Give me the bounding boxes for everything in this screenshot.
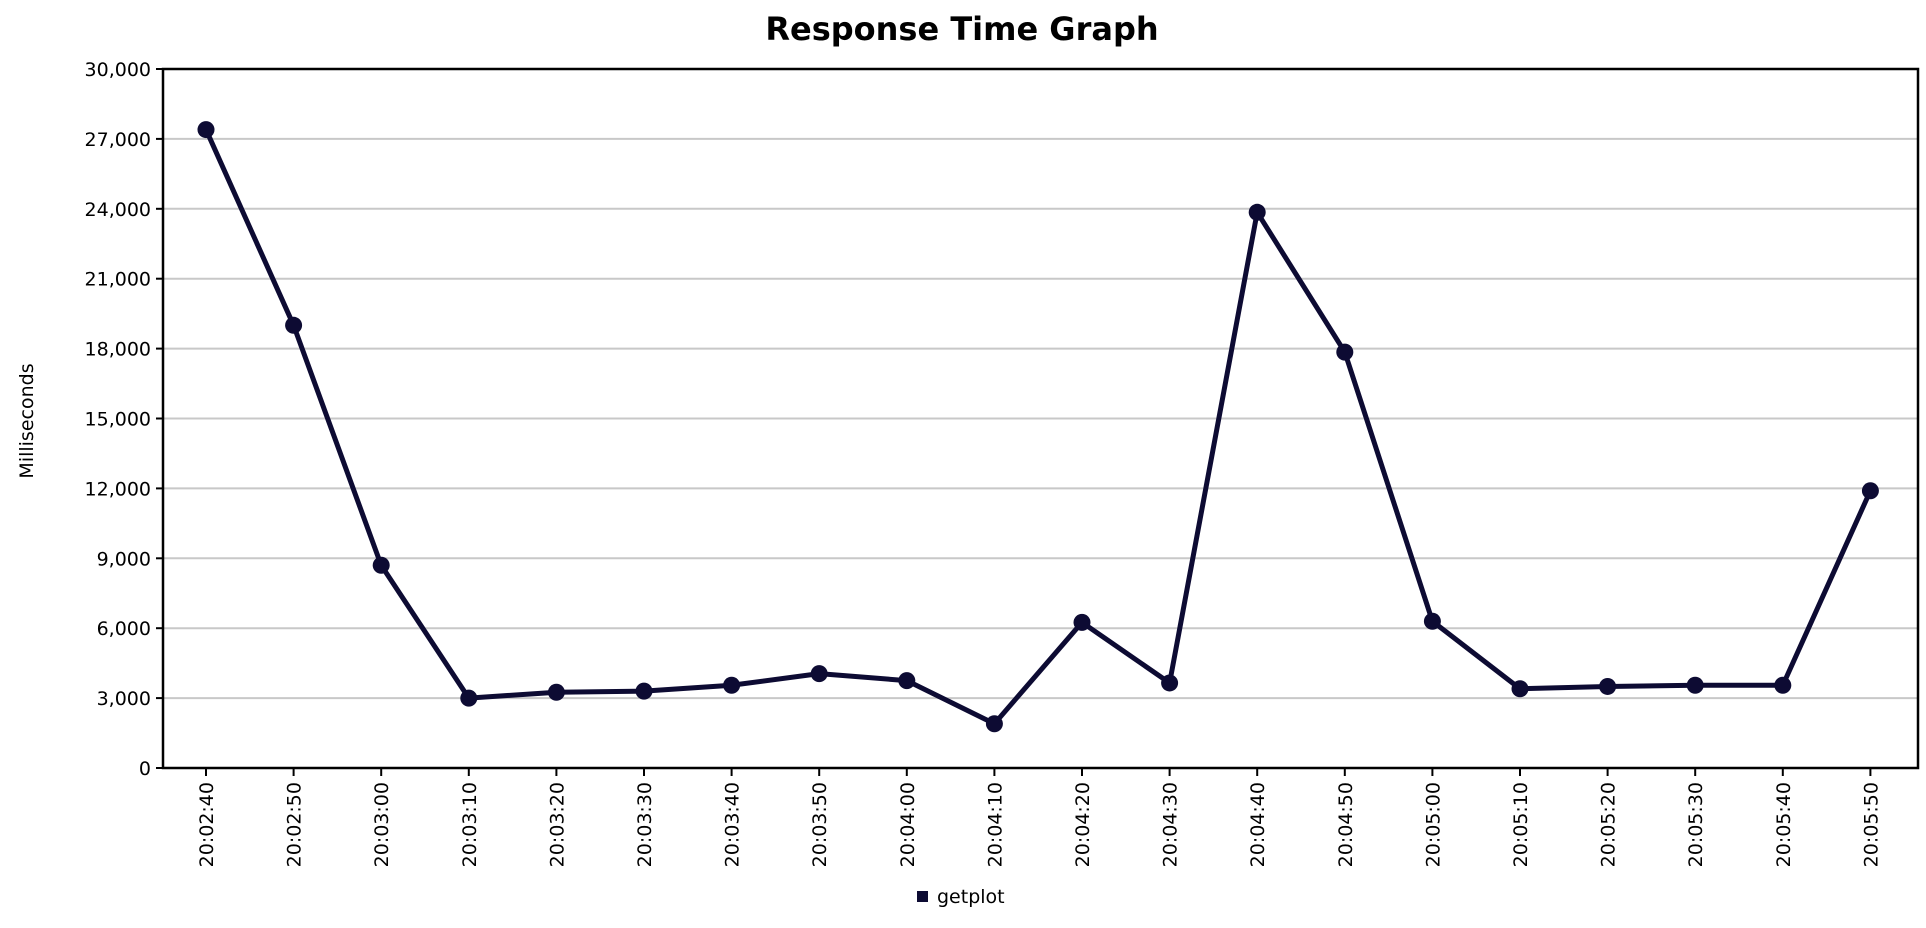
data-point xyxy=(460,689,478,707)
data-point xyxy=(985,715,1003,733)
data-point xyxy=(1073,613,1091,631)
x-tick-label: 20:05:10 xyxy=(1510,782,1532,867)
x-tick-label: 20:05:00 xyxy=(1422,782,1444,867)
y-tick-label: 3,000 xyxy=(97,688,151,710)
data-point xyxy=(1248,203,1266,221)
y-tick-label: 9,000 xyxy=(97,548,151,570)
y-tick-label: 6,000 xyxy=(97,618,151,640)
x-tick-label: 20:03:20 xyxy=(546,782,568,867)
y-tick-label: 12,000 xyxy=(85,478,151,500)
series-layer xyxy=(197,121,1879,733)
data-point xyxy=(285,316,303,334)
x-tick-label: 20:05:20 xyxy=(1598,782,1620,867)
x-tick-label: 20:05:40 xyxy=(1773,782,1795,867)
x-tick-label: 20:05:30 xyxy=(1685,782,1707,867)
x-tick-label: 20:04:00 xyxy=(897,782,919,867)
legend: getplot xyxy=(917,886,1005,908)
data-point xyxy=(1861,482,1879,500)
x-tick-label: 20:04:10 xyxy=(984,782,1006,867)
data-point xyxy=(898,672,916,690)
y-tick-label: 27,000 xyxy=(85,129,151,151)
x-tick-label: 20:04:50 xyxy=(1335,782,1357,867)
x-tick-label: 20:05:50 xyxy=(1860,782,1882,867)
legend-swatch xyxy=(917,891,928,902)
data-point xyxy=(1161,674,1179,692)
data-point xyxy=(810,665,828,683)
chart-title: Response Time Graph xyxy=(765,10,1158,48)
y-axis-label: Milliseconds xyxy=(16,363,38,478)
series-line-getplot xyxy=(203,128,1873,727)
data-point xyxy=(723,676,741,694)
data-point xyxy=(197,121,215,139)
y-tick-label: 0 xyxy=(139,758,151,780)
x-tick-label: 20:02:40 xyxy=(196,782,218,867)
x-tick-label: 20:04:30 xyxy=(1160,782,1182,867)
data-point xyxy=(372,556,390,574)
y-axis-ticks: 0 3,000 6,000 9,000 12,000 15,000 18,000 21,000… xyxy=(85,59,163,780)
data-point xyxy=(1423,612,1441,630)
y-tick-label: 24,000 xyxy=(85,199,151,221)
data-point xyxy=(547,683,565,701)
data-point xyxy=(1336,343,1354,361)
data-point xyxy=(1686,676,1704,694)
x-tick-label: 20:03:10 xyxy=(459,782,481,867)
data-point xyxy=(1599,677,1617,695)
gridlines xyxy=(163,137,1918,700)
x-tick-label: 20:04:20 xyxy=(1072,782,1094,867)
data-point xyxy=(1511,680,1529,698)
y-tick-label: 18,000 xyxy=(85,339,151,361)
x-tick-label: 20:03:40 xyxy=(722,782,744,867)
x-tick-label: 20:04:40 xyxy=(1247,782,1269,867)
y-tick-label: 21,000 xyxy=(85,269,151,291)
x-tick-label: 20:03:30 xyxy=(634,782,656,867)
legend-label-getplot: getplot xyxy=(937,886,1005,908)
x-axis-ticks: 20:02:40 20:02:50 20:03:00 20:03:10 20:03:20… xyxy=(196,768,1882,867)
plot-area-border xyxy=(161,67,1920,770)
x-tick-label: 20:03:00 xyxy=(371,782,393,867)
data-point xyxy=(635,682,653,700)
y-tick-label: 30,000 xyxy=(85,59,151,81)
data-point xyxy=(1774,676,1792,694)
y-tick-label: 15,000 xyxy=(85,409,151,431)
x-tick-label: 20:03:50 xyxy=(809,782,831,867)
x-tick-label: 20:02:50 xyxy=(284,782,306,867)
